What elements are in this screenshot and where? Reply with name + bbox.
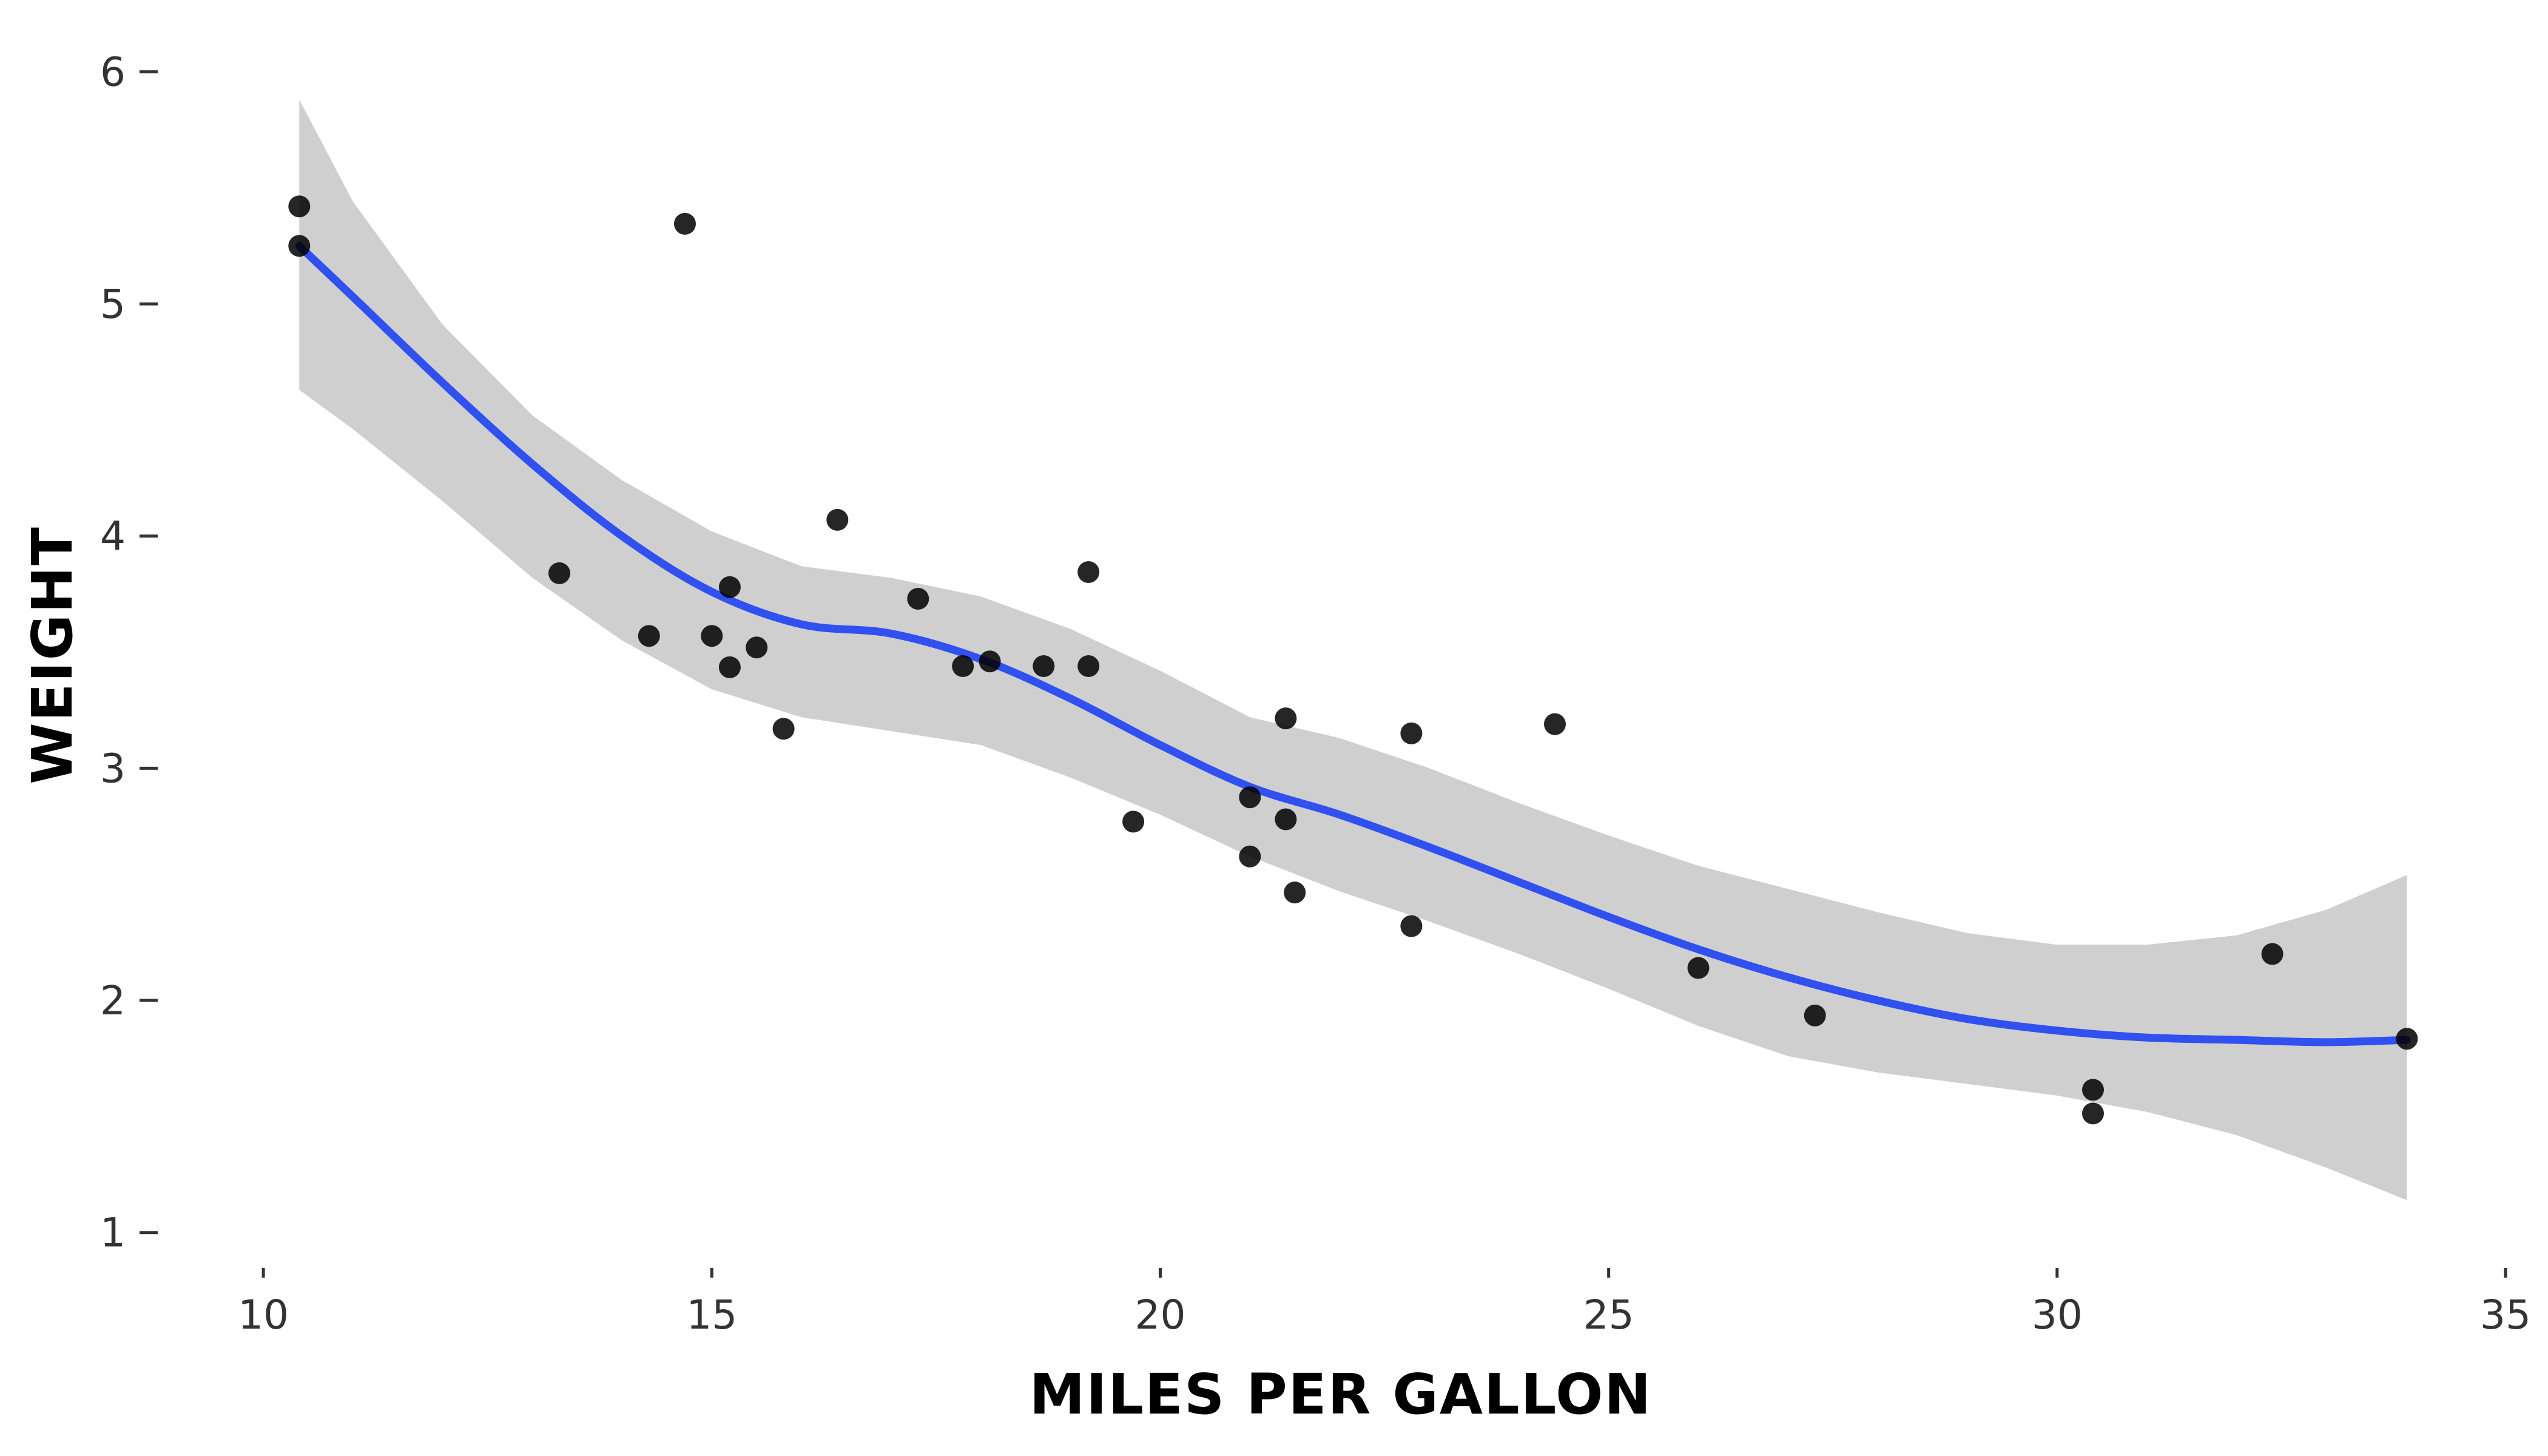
data-point [1284,881,1306,904]
data-point [1239,845,1261,868]
x-tick-label: 15 [686,1292,737,1338]
y-axis-title: WEIGHT [20,526,85,784]
x-tick-label: 30 [2032,1292,2083,1338]
data-point [1544,713,1566,735]
data-point [979,650,1001,673]
data-point [1275,707,1297,730]
data-point [701,625,723,647]
y-tick-label: 1 [100,1210,126,1256]
data-point [638,625,660,647]
data-point [548,562,570,584]
data-point [2261,943,2283,965]
data-point [1275,808,1297,831]
smooth-line [295,241,2411,1046]
data-point [2082,1079,2104,1101]
data-point [1239,786,1261,809]
data-point [1687,957,1710,979]
data-point [718,576,741,598]
x-tick-label: 35 [2480,1292,2531,1338]
x-tick-label: 10 [238,1292,289,1338]
data-point [772,718,795,740]
data-point [288,235,311,257]
data-point [1122,811,1145,833]
data-point [826,508,849,531]
data-point [1077,561,1100,583]
data-point [1400,722,1423,744]
y-tick-label: 4 [100,513,126,560]
y-tick-label: 5 [100,281,126,328]
data-point [746,636,768,659]
x-tick-label: 25 [1583,1292,1634,1338]
data-point [1400,915,1423,937]
data-point [952,655,974,677]
x-tick-label: 20 [1134,1292,1185,1338]
data-point [1077,655,1100,677]
y-tick-label: 2 [100,977,126,1024]
data-point [1804,1004,1826,1026]
data-point [718,656,741,678]
data-point [907,588,929,610]
data-point [2082,1102,2104,1125]
data-point [674,212,696,235]
confidence-band [299,99,2407,1201]
data-point [2396,1028,2418,1050]
data-point [288,195,311,218]
y-tick-label: 6 [100,49,126,95]
data-point [1033,655,1055,677]
y-tick-label: 3 [100,745,126,792]
x-axis-title: MILES PER GALLON [1030,1362,1653,1427]
